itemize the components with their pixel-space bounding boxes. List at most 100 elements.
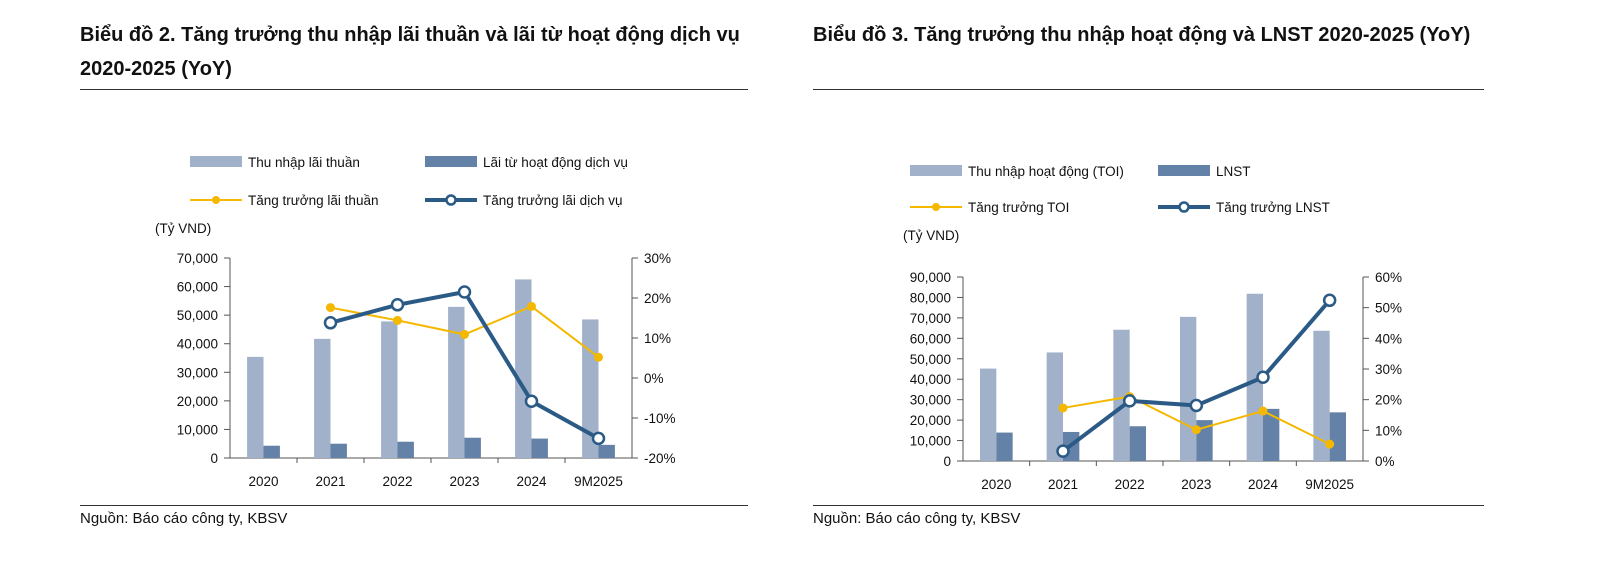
legend-label: Lãi từ hoạt động dịch vụ <box>483 155 628 170</box>
y-tick-label: 80,000 <box>910 290 951 305</box>
chart-source: Nguồn: Báo cáo công ty, KBSV <box>813 510 1021 527</box>
y2-tick-label: 60% <box>1375 270 1402 285</box>
y2-tick-label: -20% <box>644 451 676 466</box>
line-point <box>457 285 472 299</box>
chart-svg: (Tỷ VND) 0 10,000 20,000 30,000 40,000 50,000 6… <box>155 155 676 489</box>
legend-label: Tăng trưởng TOI <box>968 200 1069 215</box>
x-tick-label: 2022 <box>1115 477 1145 492</box>
legend-swatch <box>190 156 242 167</box>
line-point <box>1058 403 1068 413</box>
line-point <box>326 303 335 313</box>
line-point <box>524 394 539 408</box>
bar-secondary <box>1263 408 1280 461</box>
bar-primary <box>247 356 264 458</box>
x-tick-label: 2020 <box>248 474 278 489</box>
y2-tick-label: 40% <box>1375 331 1402 346</box>
line-point <box>460 329 469 339</box>
bar-primary <box>515 279 532 458</box>
legend-label: Tăng trưởng lãi dịch vụ <box>483 193 622 208</box>
bar-secondary <box>397 441 414 458</box>
line-point <box>1256 370 1270 385</box>
legend-label: Thu nhập hoạt động (TOI) <box>968 164 1124 179</box>
bar-primary <box>1180 316 1197 461</box>
y-tick-label: 90,000 <box>910 270 951 285</box>
y-tick-label: 30,000 <box>177 365 218 380</box>
x-tick-label: 9M2025 <box>574 474 623 489</box>
line-point <box>1258 406 1268 416</box>
y-tick-label: 70,000 <box>177 251 218 266</box>
bar-primary <box>314 338 331 458</box>
line-point <box>591 431 606 446</box>
y2-tick-label: 10% <box>1375 423 1402 438</box>
bar-primary <box>1113 329 1130 461</box>
y2-tick-label: 0% <box>1375 454 1395 469</box>
y-tick-label: 10,000 <box>910 434 951 449</box>
y2-tick-label: 30% <box>644 251 671 266</box>
legend-marker <box>1178 201 1190 213</box>
y2-tick-label: 50% <box>1375 301 1402 316</box>
source-rule <box>813 505 1484 506</box>
bar-secondary <box>1129 426 1146 461</box>
y-tick-label: 20,000 <box>910 413 951 428</box>
y2-tick-label: 30% <box>1375 362 1402 377</box>
line-point <box>1325 439 1335 449</box>
line-point <box>527 301 536 311</box>
legend-label: Thu nhập lãi thuần <box>248 155 360 170</box>
x-tick-label: 2021 <box>1048 477 1078 492</box>
x-tick-label: 2021 <box>315 474 345 489</box>
title-rule <box>813 89 1484 90</box>
line-point <box>594 352 603 362</box>
bar-primary <box>1046 352 1063 461</box>
line-point <box>1191 425 1201 435</box>
bar-secondary <box>996 432 1013 461</box>
source-rule <box>80 505 748 506</box>
y-tick-label: 70,000 <box>910 311 951 326</box>
line-point <box>1056 444 1070 458</box>
chart-panel-2: Biểu đồ 2. Tăng trưởng thu nhập lãi thuầ… <box>80 0 750 562</box>
x-tick-label: 2023 <box>449 474 479 489</box>
y2-tick-label: 0% <box>644 371 664 386</box>
y-tick-label: 50,000 <box>177 308 218 323</box>
y-tick-label: 60,000 <box>177 280 218 295</box>
legend-marker <box>445 194 457 206</box>
line-point <box>390 298 405 312</box>
bar-secondary <box>1329 412 1346 461</box>
y2-tick-label: -10% <box>644 411 676 426</box>
y2-tick-label: 20% <box>644 291 671 306</box>
y-tick-label: 40,000 <box>177 337 218 352</box>
bar-secondary <box>598 444 615 458</box>
x-tick-label: 2022 <box>382 474 412 489</box>
line-point <box>1322 293 1337 308</box>
line-point <box>1122 394 1137 408</box>
x-tick-label: 2020 <box>981 477 1011 492</box>
bar-secondary <box>531 438 548 458</box>
bar-primary <box>381 321 398 458</box>
title-rule <box>80 89 748 90</box>
bar-secondary <box>464 437 481 458</box>
y-tick-label: 30,000 <box>910 393 951 408</box>
chart-title: Biểu đồ 3. Tăng trưởng thu nhập hoạt độn… <box>813 24 1471 46</box>
bar-primary <box>1313 330 1330 461</box>
chart-title: Biểu đồ 2. Tăng trưởng thu nhập lãi thuầ… <box>80 24 740 80</box>
y-tick-label: 0 <box>943 454 951 469</box>
legend-label: LNST <box>1216 164 1251 179</box>
y-tick-label: 40,000 <box>910 372 951 387</box>
bar-primary <box>448 306 465 458</box>
chart-svg: (Tỷ VND) 0 10,000 20,000 30,000 40,000 50,000 6… <box>903 164 1402 492</box>
line-point <box>393 315 402 325</box>
y-tick-label: 20,000 <box>177 394 218 409</box>
legend-label: Tăng trưởng LNST <box>1216 200 1330 215</box>
bar-secondary <box>330 443 347 458</box>
chart-panel-3: Biểu đồ 3. Tăng trưởng thu nhập hoạt độn… <box>813 0 1485 562</box>
x-tick-label: 9M2025 <box>1305 477 1354 492</box>
y2-tick-label: 20% <box>1375 393 1402 408</box>
x-tick-label: 2023 <box>1181 477 1211 492</box>
bar-primary <box>980 368 997 461</box>
y-axis-unit-label: (Tỷ VND) <box>155 221 211 236</box>
legend-label: Tăng trưởng lãi thuần <box>248 193 378 208</box>
x-tick-label: 2024 <box>516 474 547 489</box>
legend-marker <box>932 203 940 211</box>
x-tick-label: 2024 <box>1248 477 1279 492</box>
y-tick-label: 10,000 <box>177 422 218 437</box>
